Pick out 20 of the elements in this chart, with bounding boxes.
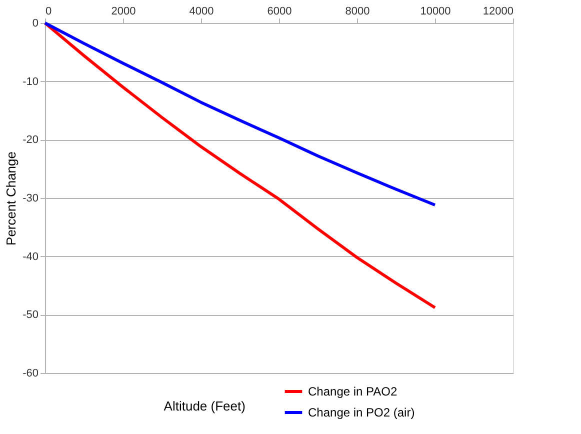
- y-tick-label: -20: [22, 134, 38, 146]
- x-tick-label: 4000: [189, 6, 214, 18]
- y-tick-label: 0: [32, 18, 38, 30]
- y-tick-label: -10: [22, 76, 38, 88]
- y-tick-label: -50: [22, 309, 38, 322]
- x-tick-label: 10000: [420, 6, 451, 18]
- y-axis-title: Percent Change: [4, 152, 19, 246]
- line-series: [44, 22, 436, 310]
- legend-label: Change in PO2 (air): [308, 406, 415, 420]
- y-tick-label: -60: [22, 368, 38, 380]
- x-tick-label: 12000: [482, 6, 514, 18]
- x-tick-label: 8000: [345, 6, 370, 18]
- y-tick-label: -30: [22, 192, 38, 204]
- line-series: [44, 22, 436, 206]
- legend-label: Change in PAO2: [308, 384, 398, 398]
- x-axis-title: Altitude (Feet): [164, 398, 246, 414]
- x-tick-label: 0: [46, 6, 52, 18]
- x-tick-label: 2000: [111, 6, 136, 18]
- y-tick-label: -40: [22, 250, 38, 263]
- x-tick-label: 6000: [267, 6, 292, 18]
